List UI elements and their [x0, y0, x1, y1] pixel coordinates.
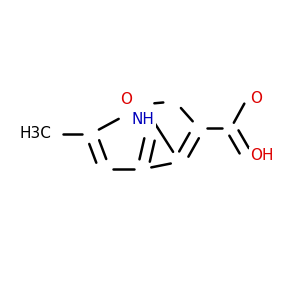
Text: O: O: [250, 91, 262, 106]
Text: H3C: H3C: [20, 126, 51, 141]
Text: OH: OH: [250, 148, 274, 164]
Text: OH: OH: [250, 148, 274, 164]
Text: O: O: [250, 91, 262, 106]
Text: O: O: [120, 92, 132, 107]
Text: O: O: [120, 92, 132, 107]
Text: NH: NH: [131, 112, 154, 127]
Text: NH: NH: [131, 112, 154, 127]
Text: H3C: H3C: [20, 126, 51, 141]
